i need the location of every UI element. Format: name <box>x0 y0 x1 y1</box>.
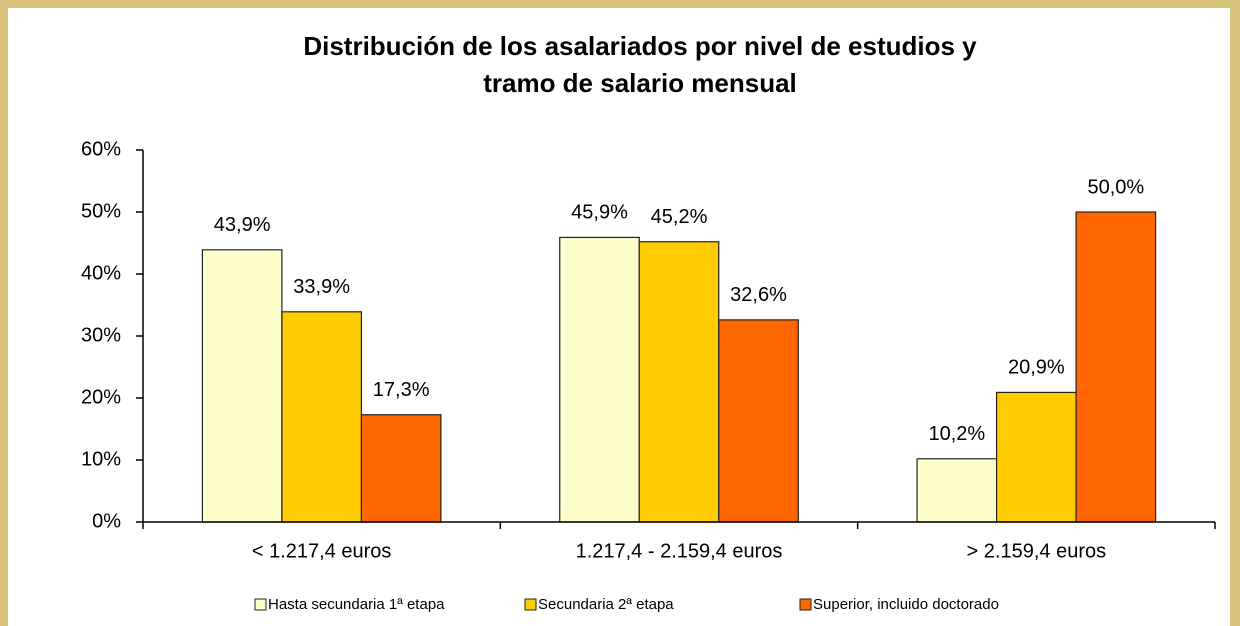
data-label: 10,2% <box>928 423 985 445</box>
bar <box>995 391 1077 523</box>
legend-swatch <box>254 598 267 611</box>
data-label: 43,9% <box>214 214 271 236</box>
y-tick-label: 30% <box>81 324 121 346</box>
x-tick-label: < 1.217,4 euros <box>252 540 392 562</box>
data-label: 45,9% <box>571 202 628 224</box>
data-label: 32,6% <box>730 284 787 306</box>
data-label: 50,0% <box>1087 176 1144 198</box>
bar <box>360 414 442 523</box>
y-tick-label: 40% <box>81 262 121 284</box>
legend-label: Hasta secundaria 1ª etapa <box>268 596 445 613</box>
x-tick-label: > 2.159,4 euros <box>967 540 1107 562</box>
x-tick-label: 1.217,4 - 2.159,4 euros <box>576 540 783 562</box>
bar <box>916 458 998 523</box>
chart-title: tramo de salario mensual <box>483 68 797 98</box>
y-tick-label: 50% <box>81 200 121 222</box>
bar <box>281 311 363 523</box>
y-tick-label: 10% <box>81 448 121 470</box>
legend-swatch <box>799 598 812 611</box>
bar <box>638 241 720 523</box>
data-label: 20,9% <box>1008 357 1065 379</box>
legend-label: Secundaria 2ª etapa <box>538 596 674 613</box>
bar <box>718 319 799 523</box>
bar <box>201 249 283 523</box>
y-tick-label: 20% <box>81 386 121 408</box>
data-label: 33,9% <box>293 276 350 298</box>
y-tick-label: 60% <box>81 138 121 160</box>
data-label: 45,2% <box>651 206 708 228</box>
y-tick-label: 0% <box>92 510 121 532</box>
chart-title: Distribución de los asalariados por nive… <box>303 31 977 61</box>
bar <box>559 236 640 523</box>
data-label: 17,3% <box>373 379 430 401</box>
legend-label: Superior, incluido doctorado <box>813 596 999 613</box>
legend-swatch <box>524 598 537 611</box>
bar <box>1075 211 1157 523</box>
